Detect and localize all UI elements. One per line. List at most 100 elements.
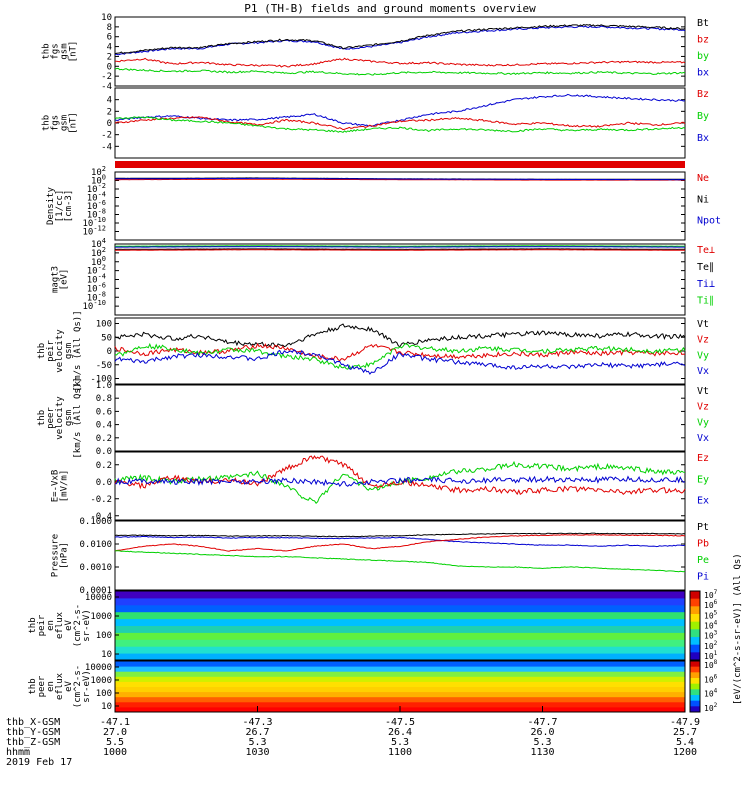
y-tick-label: 0.4 [96, 421, 112, 431]
legend-entry: Bz [697, 89, 709, 100]
series-Pi [114, 535, 686, 548]
colorbar-tick-exp: 8 [714, 659, 718, 666]
y-axis-label: thb [28, 678, 38, 694]
y-axis-label: gsm [60, 43, 70, 59]
y-axis-label: thb [37, 410, 47, 426]
spectrogram-band [115, 691, 685, 698]
y-tick-label: -50 [96, 361, 112, 371]
legend-entry: bx [697, 67, 709, 78]
series-Npot [115, 177, 685, 181]
colorbar-tick-exp: 5 [714, 609, 718, 616]
series-bx [114, 25, 686, 56]
colorbar-swatch [690, 661, 700, 668]
spectrogram-band [115, 646, 685, 654]
legend-entry: Pb [697, 538, 709, 549]
y-axis-label: peer [46, 407, 56, 429]
legend: Ne Ni Npot [697, 173, 721, 227]
legend-entry: Npot [697, 216, 721, 227]
series-Pe [114, 550, 686, 573]
spectrogram-band [115, 591, 685, 599]
y-axis-label: eV [64, 681, 74, 692]
y-tick-label: 10 [101, 650, 112, 660]
series-Te⊥ [115, 249, 685, 251]
y-axis-label: thb [28, 617, 38, 633]
colorbar-tick-label: 104 [704, 688, 718, 699]
ephemeris-value: -47.1 [100, 717, 130, 728]
y-tick-label: 10000 [85, 663, 112, 673]
spectrogram-band [115, 676, 685, 682]
legend-entry: Ez [697, 453, 709, 464]
colorbar-swatch [690, 683, 700, 690]
plot-title: P1 (TH-B) fields and ground moments over… [244, 2, 536, 15]
y-axis-label: (cm^2-s- [73, 665, 83, 708]
spectrogram-band [115, 666, 685, 672]
legend-entry: bz [697, 34, 709, 45]
series-Ne [115, 178, 686, 181]
y-axis-label: sr-eV) [82, 609, 92, 642]
colorbar-swatch [690, 598, 700, 607]
legend-entry: by [697, 51, 709, 62]
series-Ez [114, 455, 686, 496]
colorbar-swatch [690, 614, 700, 623]
y-tick-label: -4 [101, 82, 112, 92]
y-axis-label: velocity [55, 329, 65, 373]
legend-entry: By [697, 111, 709, 122]
series-Ti⊥ [115, 246, 685, 248]
spectrogram-band [115, 686, 685, 693]
ephemeris-value: 1030 [245, 747, 269, 758]
series-Vx [114, 349, 686, 375]
y-tick-label: 0.0001 [79, 586, 112, 596]
y-tick-label: 0.1000 [79, 517, 112, 527]
series-Ey [114, 460, 686, 504]
y-axis-label: thb [42, 43, 52, 59]
y-tick-label: -0.4 [90, 512, 112, 522]
y-tick-label: 2 [107, 107, 112, 117]
y-axis-label: velocity [55, 396, 65, 440]
y-axis-label: peer [37, 675, 47, 697]
y-tick-label: 0 [107, 347, 112, 357]
colorbar-swatch [690, 695, 700, 702]
panel-frame [114, 451, 686, 521]
y-axis-label: Pressure [51, 534, 61, 577]
colorbar-label: [eV/(cm^2-s-sr-eV)] (All Qs) [733, 553, 743, 705]
spectrogram-band [115, 701, 685, 708]
y-tick-label: 0.0010 [79, 563, 112, 573]
y-tick-exp: 2 [102, 165, 106, 173]
spectrogram-band [115, 671, 685, 677]
y-tick-label: 2 [107, 52, 112, 62]
spectrogram-band [115, 639, 685, 647]
legend-entry: Ex [697, 496, 709, 507]
series-Ex [114, 475, 686, 487]
spectrogram-band [115, 604, 685, 613]
colorbar-swatch [690, 606, 700, 615]
ephemeris-value: 25.7 [673, 727, 697, 738]
y-axis-label: eflux [55, 672, 65, 700]
colorbar-tick-label: 102 [704, 702, 718, 713]
y-tick-label: -2 [101, 72, 112, 82]
y-axis-label: eflux [55, 611, 65, 639]
series-Bt [114, 24, 686, 55]
y-tick-label: 4 [107, 96, 112, 106]
colorbar-tick-exp: 7 [714, 589, 718, 596]
y-tick-label: 100 [96, 320, 112, 330]
ephemeris-value: 5.3 [533, 737, 551, 748]
ephemeris-row-label: thb_X-GSM [6, 717, 60, 728]
y-tick-label: 6 [107, 33, 112, 43]
ephemeris-row-label: thb_Z-GSM [6, 737, 60, 748]
ephemeris-value: 26.7 [245, 727, 269, 738]
y-axis-label: sr-eV) [82, 670, 92, 703]
colorbar-swatch [690, 706, 700, 713]
legend-entry: Ti∥ [697, 296, 714, 307]
panel-frame [114, 590, 686, 661]
colorbar-swatch [690, 652, 700, 661]
x-axis-ephemeris: thb_X-GSM -47.1 -47.3 -47.5 -47.7 -47.9 thb_Y-… [6, 706, 700, 768]
colorbar-frame [689, 590, 701, 661]
y-tick-label: 1.0 [96, 381, 112, 391]
series-Bz [114, 116, 686, 131]
y-tick-label: -0.2 [90, 495, 112, 505]
ephemeris-value: 1100 [388, 747, 412, 758]
panel-frame [114, 16, 686, 87]
colorbar-tick-exp: 6 [714, 673, 718, 680]
y-tick-exp: -2 [98, 264, 106, 272]
y-axis-label: E=-VxB [51, 470, 61, 503]
